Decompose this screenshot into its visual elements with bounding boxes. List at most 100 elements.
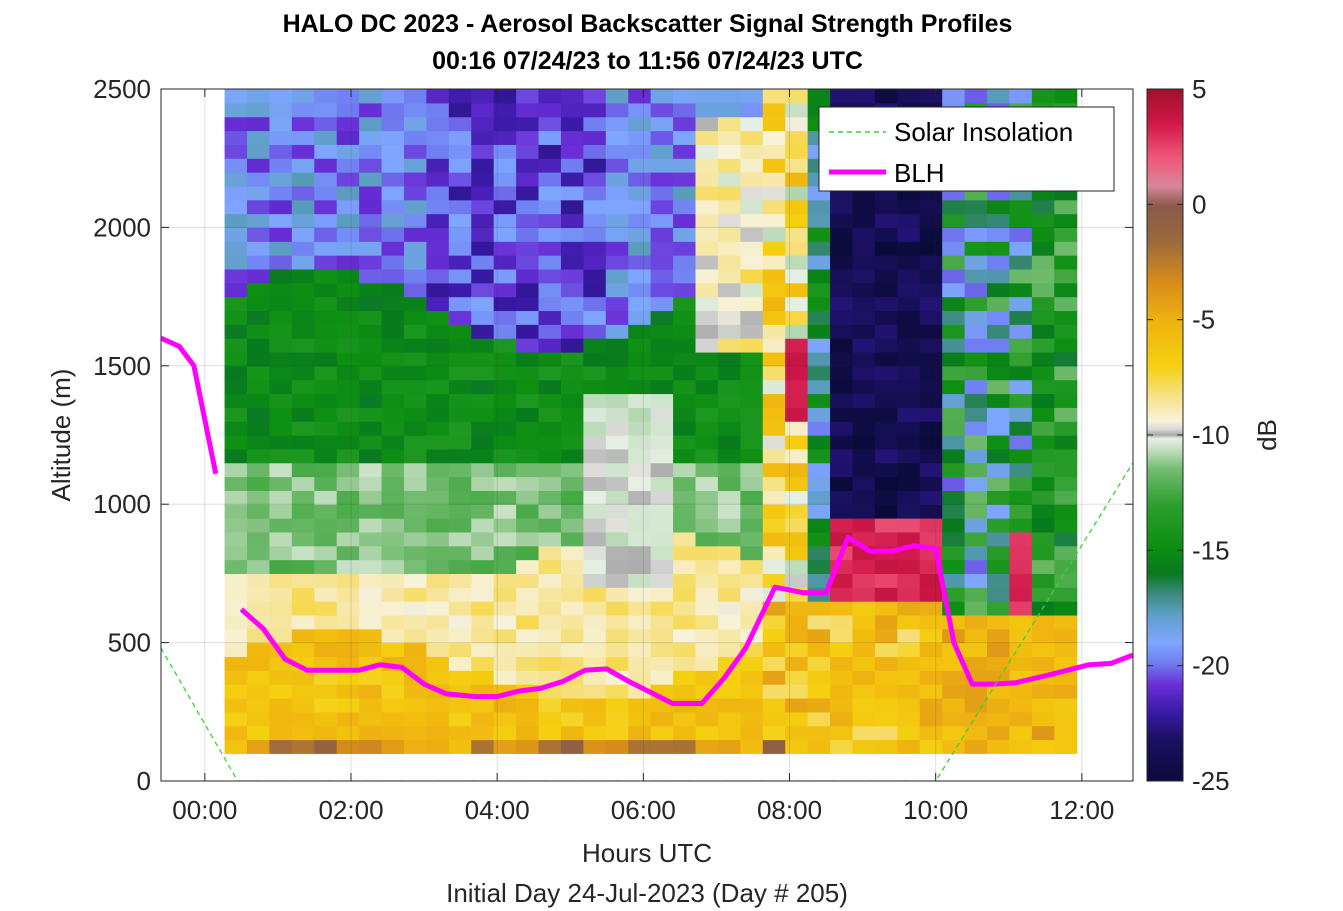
heatmap-cell (897, 435, 921, 450)
heatmap-cell (269, 739, 293, 754)
heatmap-cell (538, 241, 562, 256)
heatmap-cell (1054, 684, 1078, 699)
heatmap-cell (583, 172, 607, 187)
heatmap-cell (628, 351, 652, 367)
heatmap-cell (785, 448, 809, 464)
heatmap-cell (471, 670, 495, 685)
heatmap-cell (919, 462, 943, 478)
heatmap-cell (1031, 656, 1055, 671)
heatmap-cell (314, 490, 338, 505)
heatmap-cell (964, 213, 988, 228)
heatmap-cell (359, 601, 383, 616)
heatmap-cell (314, 365, 338, 381)
colorbar-tick-label: -15 (1192, 535, 1230, 565)
heatmap-cell (830, 199, 854, 215)
heatmap-cell (291, 351, 315, 367)
heatmap-cell (695, 421, 719, 436)
heatmap-cell (762, 711, 786, 727)
heatmap-cell (717, 462, 741, 478)
heatmap-cell (291, 684, 315, 699)
footer-label: Initial Day 24-Jul-2023 (Day # 205) (446, 878, 848, 908)
heatmap-cell (1009, 407, 1033, 422)
heatmap-cell (740, 711, 764, 727)
heatmap-cell (874, 670, 898, 685)
heatmap-cell (269, 379, 293, 395)
heatmap-cell (403, 282, 427, 298)
heatmap-cell (583, 227, 607, 242)
heatmap-cell (224, 642, 248, 658)
heatmap-cell (807, 656, 831, 671)
heatmap-cell (762, 642, 786, 658)
heatmap-cell (1031, 531, 1055, 547)
heatmap-cell (650, 393, 674, 408)
heatmap-cell (224, 130, 248, 145)
heatmap-cell (359, 282, 383, 298)
heatmap-cell (987, 324, 1011, 339)
heatmap-cell (919, 365, 943, 381)
heatmap-cell (695, 614, 719, 630)
heatmap-cell (247, 697, 271, 713)
heatmap-cell (605, 282, 629, 298)
heatmap-cell (493, 185, 517, 201)
heatmap-cell (897, 421, 921, 436)
heatmap-cell (247, 338, 271, 353)
heatmap-cell (964, 614, 988, 630)
heatmap-cell (583, 711, 607, 727)
heatmap-cell (538, 559, 562, 574)
heatmap-cell (673, 518, 697, 533)
heatmap-cell (852, 490, 876, 505)
heatmap-cell (291, 573, 315, 588)
heatmap-cell (291, 739, 315, 754)
heatmap-cell (493, 739, 517, 754)
heatmap-cell (1009, 684, 1033, 699)
heatmap-cell (762, 476, 786, 491)
heatmap-cell (381, 462, 405, 478)
heatmap-cell (471, 518, 495, 533)
heatmap-cell (919, 435, 943, 450)
heatmap-cell (785, 379, 809, 395)
heatmap-cell (269, 670, 293, 685)
heatmap-cell (381, 351, 405, 367)
heatmap-cell (628, 725, 652, 741)
heatmap-cell (269, 725, 293, 741)
heatmap-cell (987, 89, 1011, 104)
heatmap-cell (830, 739, 854, 754)
heatmap-cell (291, 531, 315, 547)
heatmap-cell (919, 476, 943, 491)
heatmap-cell (650, 725, 674, 741)
heatmap-cell (336, 213, 360, 228)
heatmap-cell (336, 227, 360, 242)
heatmap-cell (359, 185, 383, 201)
heatmap-cell (291, 670, 315, 685)
heatmap-cell (897, 338, 921, 353)
heatmap-cell (583, 213, 607, 228)
heatmap-cell (448, 642, 472, 658)
heatmap-cell (359, 684, 383, 699)
heatmap-cell (1054, 545, 1078, 561)
heatmap-cell (717, 407, 741, 422)
heatmap-cell (987, 545, 1011, 561)
heatmap-cell (426, 739, 450, 754)
heatmap-cell (247, 282, 271, 298)
heatmap-cell (628, 185, 652, 201)
heatmap-cell (247, 199, 271, 215)
heatmap-cell (471, 421, 495, 436)
heatmap-cell (314, 601, 338, 616)
heatmap-cell (269, 351, 293, 367)
heatmap-cell (874, 255, 898, 270)
heatmap-cell (717, 490, 741, 505)
heatmap-cell (1054, 351, 1078, 367)
heatmap-cell (605, 310, 629, 325)
heatmap-cell (762, 725, 786, 741)
heatmap-cell (628, 697, 652, 713)
heatmap-cell (403, 684, 427, 699)
heatmap-cell (919, 241, 943, 256)
blh-line (161, 335, 219, 475)
heatmap-cell (942, 670, 966, 685)
heatmap-cell (583, 642, 607, 658)
heatmap-cell (807, 601, 831, 616)
heatmap-cell (650, 268, 674, 284)
heatmap-cell (1054, 559, 1078, 574)
heatmap-cell (695, 490, 719, 505)
heatmap-cell (448, 296, 472, 312)
